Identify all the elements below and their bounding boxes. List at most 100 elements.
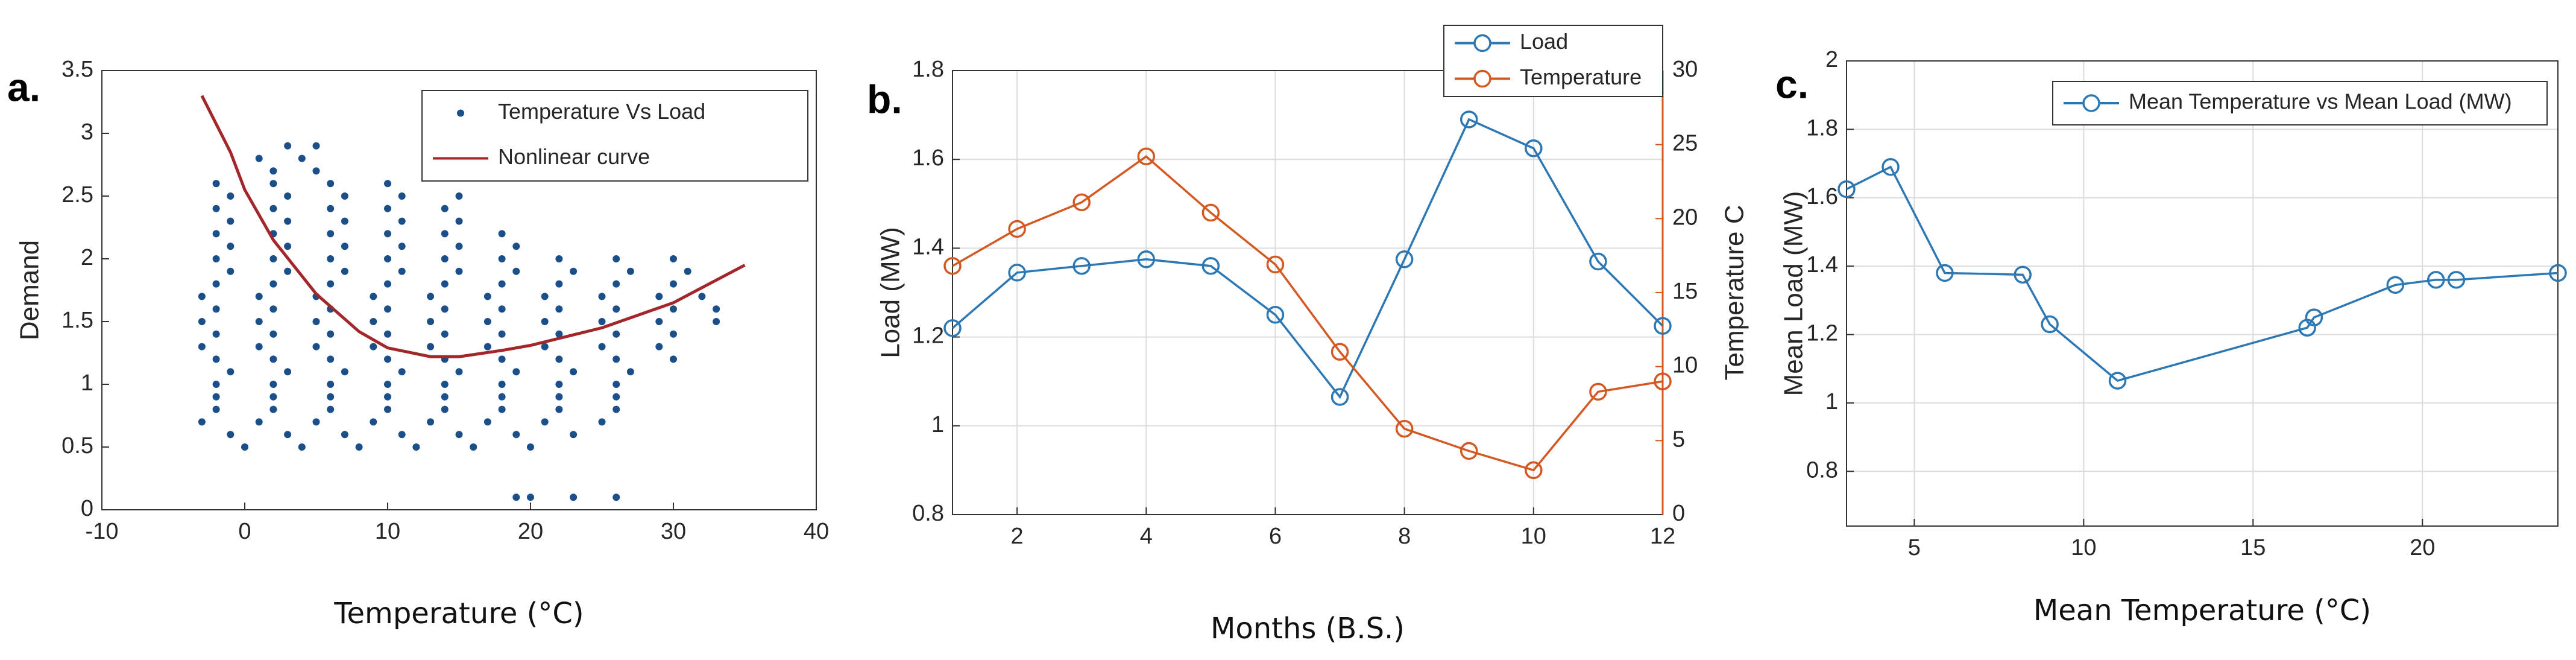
scatter-point <box>441 330 449 338</box>
x-tick-label: 30 <box>661 519 686 544</box>
y-tick-label: 3.5 <box>61 57 93 82</box>
scatter-point <box>327 405 335 413</box>
scatter-point <box>355 443 363 451</box>
scatter-point <box>455 267 463 275</box>
x-tick-label: 40 <box>804 519 829 544</box>
scatter-point <box>269 205 277 212</box>
scatter-point <box>483 293 491 300</box>
scatter-point <box>212 230 220 238</box>
scatter-point <box>455 368 463 376</box>
scatter-point <box>655 343 663 351</box>
scatter-point <box>427 418 435 426</box>
scatter-point <box>613 405 620 413</box>
scatter-point <box>555 280 563 288</box>
scatter-point <box>555 405 563 413</box>
scatter-point <box>327 381 335 388</box>
scatter-point <box>312 167 320 175</box>
scatter-point <box>312 318 320 325</box>
marker <box>2549 264 2567 282</box>
scatter-point <box>241 443 248 451</box>
y-axis-label: Load (MW) <box>876 227 905 358</box>
scatter-point <box>212 330 220 338</box>
scatter-point <box>212 280 220 288</box>
y-tick-label: 0 <box>81 496 93 521</box>
marker <box>1137 147 1156 166</box>
scatter-point <box>470 443 477 451</box>
scatter-point <box>398 267 406 275</box>
scatter-point <box>255 343 263 351</box>
marker <box>1072 257 1091 275</box>
legend-label: Mean Temperature vs Mean Load (MW) <box>2129 89 2512 114</box>
scatter-point <box>384 280 391 288</box>
y-tick-label: 1.4 <box>912 234 944 259</box>
scatter-point <box>298 154 306 162</box>
scatter-point <box>212 255 220 262</box>
x-tick-label: 2 <box>1011 524 1024 549</box>
y-tick-label: 1.6 <box>1806 184 1838 209</box>
x-tick-label: 10 <box>1521 524 1546 549</box>
y-tick-label: 2.5 <box>61 182 93 208</box>
scatter-point <box>327 230 335 238</box>
scatter-point <box>255 293 263 300</box>
x-tick-label: 20 <box>518 519 543 544</box>
marker <box>2041 315 2059 334</box>
scatter-point <box>384 305 391 313</box>
marker <box>1266 255 1285 274</box>
scatter-point <box>441 280 449 288</box>
scatter-point <box>613 381 620 388</box>
scatter-point <box>212 393 220 401</box>
scatter-point <box>341 192 348 200</box>
marker <box>1008 264 1026 282</box>
scatter-point <box>284 217 292 225</box>
scatter-point <box>670 305 677 313</box>
scatter-point <box>341 243 348 250</box>
scatter-point <box>455 217 463 225</box>
y-tick-label: 3 <box>81 119 93 145</box>
x-tick-label: 6 <box>1269 524 1282 549</box>
x-tick-label: 5 <box>1908 535 1921 560</box>
scatter-point <box>284 192 292 200</box>
marker <box>1072 193 1091 212</box>
scatter-point <box>384 405 391 413</box>
scatter-point <box>227 368 235 376</box>
scatter-point <box>655 293 663 300</box>
legend-swatch-marker <box>1473 69 1491 88</box>
scatter-point <box>384 355 391 363</box>
x-tick-label: 15 <box>2240 535 2266 560</box>
x-tick-label: 10 <box>2071 535 2096 560</box>
scatter-point <box>555 381 563 388</box>
y2-tick-label: 25 <box>1672 131 1698 156</box>
scatter-point <box>441 405 449 413</box>
scatter-point <box>570 267 578 275</box>
scatter-point <box>613 305 620 313</box>
y-tick-label: 0.5 <box>61 433 93 459</box>
marker <box>1460 442 1478 460</box>
x-tick-label: -10 <box>86 519 119 544</box>
scatter-point <box>483 318 491 325</box>
scatter-point <box>269 167 277 175</box>
scatter-point <box>670 280 677 288</box>
scatter-point <box>713 318 720 325</box>
scatter-point <box>441 393 449 401</box>
scatter-point <box>312 418 320 426</box>
y2-tick-label: 20 <box>1672 205 1698 230</box>
scatter-point <box>198 343 206 351</box>
scatter-point <box>598 293 606 300</box>
scatter-point <box>670 330 677 338</box>
scatter-point <box>384 230 391 238</box>
scatter-point <box>269 393 277 401</box>
scatter-point <box>570 368 578 376</box>
legend-box <box>2052 81 2548 125</box>
scatter-point <box>298 443 306 451</box>
y-tick-label: 1.8 <box>912 57 944 82</box>
y2-tick-label: 10 <box>1672 353 1698 378</box>
scatter-point <box>198 318 206 325</box>
scatter-point <box>498 280 506 288</box>
scatter-point <box>541 343 549 351</box>
y-tick-label: 1.8 <box>1806 115 1838 141</box>
plot-area <box>1847 61 2558 526</box>
plot-frame <box>1846 60 2559 527</box>
scatter-point <box>613 355 620 363</box>
scatter-point <box>284 267 292 275</box>
plot-frame <box>101 70 817 510</box>
